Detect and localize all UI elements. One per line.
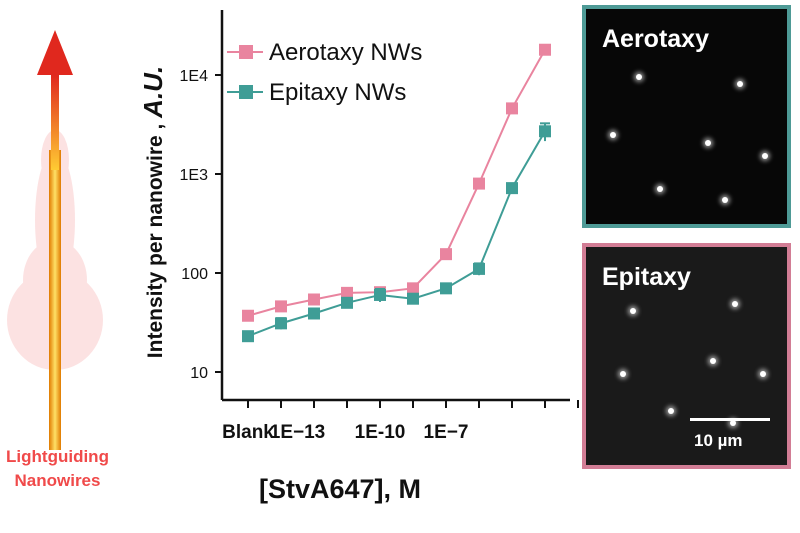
y-tick-label: 100 <box>181 266 208 283</box>
data-point <box>341 286 353 299</box>
nanowire-spot <box>737 81 743 87</box>
nanowire-spot <box>710 358 716 364</box>
nanowire-spot <box>668 408 674 414</box>
data-point <box>308 293 320 306</box>
nanowire-spot <box>636 74 642 80</box>
epitaxy-label: Epitaxy <box>602 263 691 291</box>
nanowire-spot <box>722 197 728 203</box>
nanowire-illustration <box>7 30 103 450</box>
nanowire-spot <box>657 186 663 192</box>
caption-line-2: Nanowires <box>14 471 101 490</box>
y-tick-label: 10 <box>190 365 208 382</box>
light-beam <box>51 75 59 170</box>
y-tick-label: 1E4 <box>180 68 209 85</box>
x-axis-label: [StvA647], M <box>259 474 421 504</box>
legend-marker <box>239 45 253 59</box>
data-point <box>308 307 320 320</box>
data-point <box>539 43 551 56</box>
aerotaxy-label: Aerotaxy <box>602 25 709 53</box>
scale-bar-label: 10 µm <box>694 431 743 450</box>
legend-marker <box>239 85 253 99</box>
epitaxy-micrograph: Epitaxy 10 µm <box>582 243 791 469</box>
nanowire-spot <box>762 153 768 159</box>
data-point <box>341 296 353 309</box>
scale-bar <box>690 418 770 421</box>
data-point <box>440 248 452 261</box>
legend-label: Aerotaxy NWs <box>269 39 422 66</box>
nanowire-spot <box>620 371 626 377</box>
data-point <box>440 282 452 295</box>
data-point <box>242 330 254 343</box>
x-tick-label: 1E-10 <box>355 422 406 443</box>
data-point <box>407 282 419 295</box>
nanowire-spot <box>630 308 636 314</box>
nanowire-body <box>49 150 61 450</box>
nanowire-spot <box>730 420 736 426</box>
data-point <box>275 317 287 330</box>
nanowire-spot <box>610 132 616 138</box>
x-tick-label: 1E−7 <box>424 422 469 443</box>
illustration-caption: Lightguiding Nanowires <box>0 445 115 493</box>
legend-label: Epitaxy NWs <box>269 79 406 106</box>
arrow-head-icon <box>37 30 73 75</box>
y-tick-label: 1E3 <box>180 167 209 184</box>
data-point <box>506 102 518 115</box>
nanowire-spot <box>732 301 738 307</box>
nanowire-spot <box>705 140 711 146</box>
series-line <box>247 130 546 338</box>
data-point <box>407 292 419 305</box>
y-axis-label: Intensity per nanowire , A.U. <box>140 66 168 358</box>
data-point <box>374 288 386 301</box>
data-point <box>539 125 551 138</box>
data-point <box>506 182 518 195</box>
x-tick-label: Blank <box>222 422 274 443</box>
data-point <box>473 177 485 190</box>
aerotaxy-micrograph: Aerotaxy <box>582 5 791 228</box>
x-tick-label: 1E−13 <box>270 422 325 443</box>
nanowire-spot <box>760 371 766 377</box>
data-point <box>242 309 254 322</box>
series-line <box>247 49 546 317</box>
caption-line-1: Lightguiding <box>6 447 109 466</box>
data-point <box>275 300 287 313</box>
data-point <box>473 262 485 275</box>
